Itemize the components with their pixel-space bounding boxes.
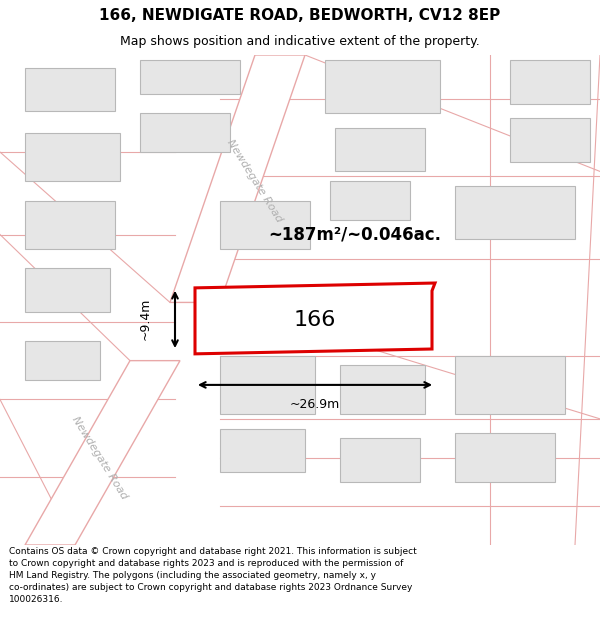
Polygon shape <box>25 361 180 545</box>
Bar <box>510 60 590 104</box>
Bar <box>340 366 425 414</box>
Bar <box>325 60 440 113</box>
Bar <box>25 68 115 111</box>
Bar <box>25 341 100 380</box>
Polygon shape <box>170 55 305 302</box>
Bar <box>25 201 115 249</box>
Bar <box>25 269 110 312</box>
Text: Newdegate Road: Newdegate Road <box>226 138 284 224</box>
Bar <box>340 438 420 482</box>
Bar <box>510 118 590 162</box>
Bar <box>455 356 565 414</box>
Polygon shape <box>195 283 435 354</box>
Bar <box>25 132 120 181</box>
Bar <box>455 433 555 482</box>
Bar <box>140 113 230 152</box>
Bar <box>330 181 410 220</box>
Text: Contains OS data © Crown copyright and database right 2021. This information is : Contains OS data © Crown copyright and d… <box>9 548 417 604</box>
Text: 166, NEWDIGATE ROAD, BEDWORTH, CV12 8EP: 166, NEWDIGATE ROAD, BEDWORTH, CV12 8EP <box>100 8 500 23</box>
Text: Map shows position and indicative extent of the property.: Map shows position and indicative extent… <box>120 35 480 48</box>
Bar <box>455 186 575 239</box>
Bar <box>220 201 310 249</box>
Bar <box>220 429 305 472</box>
Text: Newdegate Road: Newdegate Road <box>70 414 130 501</box>
Text: ~9.4m: ~9.4m <box>139 298 151 340</box>
Text: 166: 166 <box>294 310 336 330</box>
Text: ~26.9m: ~26.9m <box>290 398 340 411</box>
Bar <box>140 60 240 94</box>
Bar <box>220 356 315 414</box>
Bar <box>335 127 425 171</box>
Text: ~187m²/~0.046ac.: ~187m²/~0.046ac. <box>269 226 442 244</box>
